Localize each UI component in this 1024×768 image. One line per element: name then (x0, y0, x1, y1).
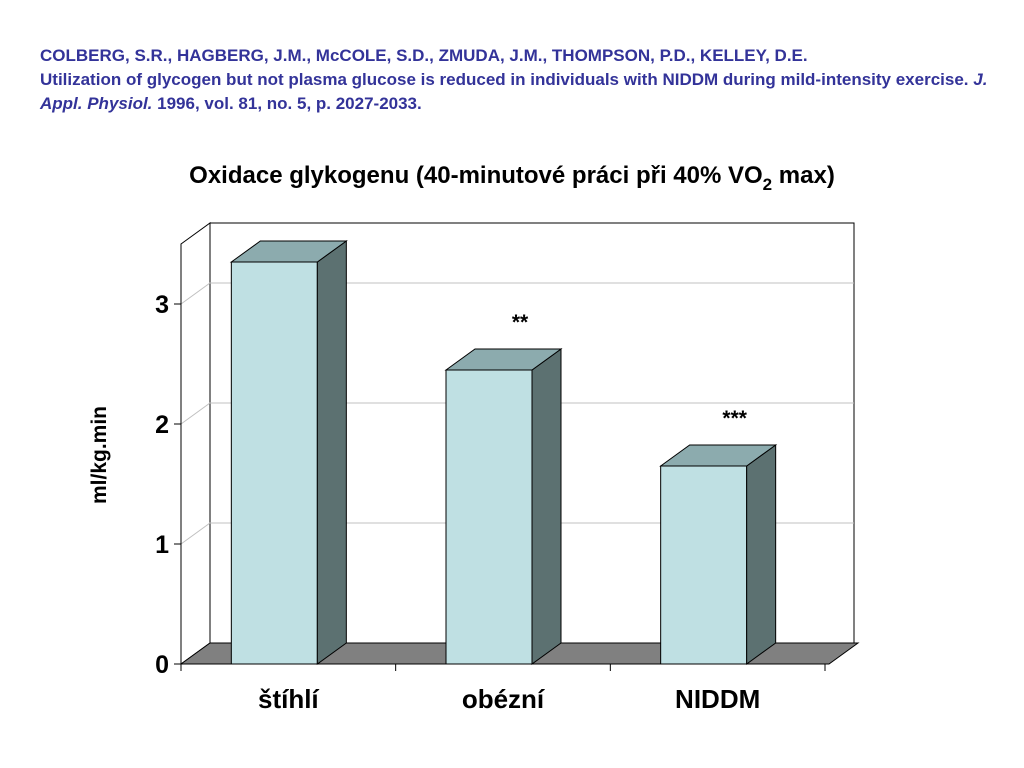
gridline (180, 402, 854, 425)
bar-2-side (531, 348, 562, 665)
bar-3-front (660, 465, 748, 665)
gridline (180, 282, 854, 305)
citation-journal: J. Appl. Physiol. (40, 70, 988, 113)
chart-title-main: Oxidace glykogenu (40-minutové práci při… (189, 162, 763, 189)
bar-1-top (229, 240, 348, 263)
chart-title-subscript: 2 (763, 175, 772, 194)
bar-3-top (659, 444, 778, 467)
y-tick-label: 3 (155, 291, 169, 319)
bar-1-front (230, 261, 318, 665)
y-axis-label: ml/kg.min (88, 406, 111, 504)
bar-2-front (445, 369, 533, 665)
bar-1-side (316, 240, 347, 665)
gridline (180, 522, 854, 545)
plot-area: 0 1 2 3 štíhlí ** obézní *** NIDDM (155, 222, 860, 714)
citation-authors: COLBERG, S.R., HAGBERG, J.M., McCOLE, S.… (40, 46, 808, 65)
chart-side-wall (180, 222, 211, 665)
x-category-label: štíhlí (258, 684, 319, 714)
chart-title-suffix: max) (772, 162, 835, 189)
citation-article-title: Utilization of glycogen but not plasma g… (40, 70, 969, 89)
citation: COLBERG, S.R., HAGBERG, J.M., McCOLE, S.… (40, 44, 990, 116)
y-tick-label: 0 (155, 651, 169, 679)
significance-annotation: ** (512, 311, 529, 334)
chart-title: Oxidace glykogenu (40-minutové práci při… (189, 162, 835, 194)
bar-3-side (746, 444, 777, 665)
y-tick-label: 2 (155, 411, 169, 439)
citation-details: 1996, vol. 81, no. 5, p. 2027-2033. (157, 94, 422, 113)
significance-annotation: *** (722, 407, 747, 430)
y-tick-label: 1 (155, 531, 169, 559)
x-category-label: NIDDM (675, 684, 760, 714)
x-category-label: obézní (462, 684, 545, 714)
bar-2-top (444, 348, 563, 371)
